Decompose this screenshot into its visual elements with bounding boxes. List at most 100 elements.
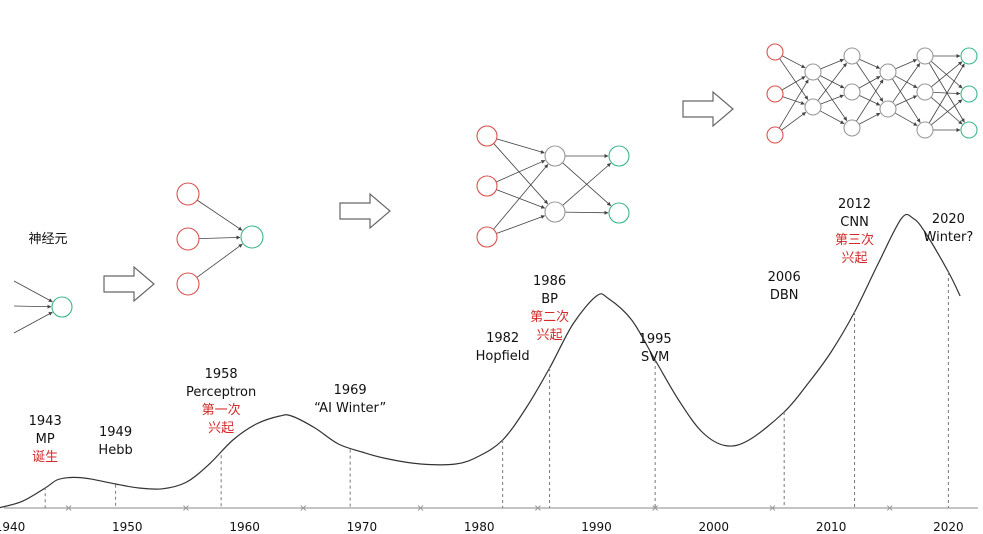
event-text: “AI Winter”: [314, 401, 387, 416]
event-text: 2020: [931, 212, 965, 227]
event-text: 1995: [638, 332, 672, 347]
deep-output-node: [960, 47, 978, 65]
connection-arrow: [894, 75, 918, 89]
connection-arrow: [858, 112, 881, 125]
deep-hidden-node: [879, 63, 897, 81]
event-text: 1969: [333, 383, 367, 398]
connection-arrow: [779, 58, 809, 100]
event-text: CNN: [840, 215, 869, 230]
x-tick-label-1950: 1950: [112, 520, 143, 534]
deep-hidden-node: [879, 100, 897, 118]
event-label-1986: 1986 BP 第二次 兴起: [530, 273, 569, 345]
deep-hidden-node: [916, 121, 934, 139]
event-highlight-text: 兴起: [208, 421, 235, 436]
event-label-1943: 1943 MP 诞生: [29, 413, 62, 467]
deep-output-node: [960, 85, 978, 103]
arrow-right-icon: [103, 265, 155, 303]
hidden-node: [544, 201, 566, 223]
x-minor-tick: [652, 505, 658, 511]
neuron-label: 神经元: [28, 232, 68, 247]
connection-arrow: [496, 189, 546, 209]
connection-arrow: [820, 58, 845, 70]
connection-arrow: [930, 96, 963, 125]
deep-input-node: [766, 126, 784, 144]
network-illustrations: [13, 43, 978, 334]
connection-arrow: [895, 95, 918, 107]
event-label-1958: 1958 Perceptron 第一次兴起: [186, 366, 256, 438]
connection-arrow: [859, 58, 881, 69]
x-tick-label-1940: 1940: [0, 520, 25, 534]
deep-hidden-node: [804, 63, 822, 81]
event-text: 1943: [28, 414, 62, 429]
x-minor-tick: [886, 505, 893, 511]
event-label-1995: 1995 SVM: [639, 331, 672, 367]
input-node: [476, 175, 498, 197]
output-node: [608, 202, 630, 224]
connection-arrow: [13, 280, 53, 303]
connection-arrow: [895, 59, 918, 70]
event-label-2006: 2006 DBN: [768, 269, 801, 305]
neuron-node: [51, 296, 73, 318]
x-minor-tick: [769, 505, 776, 511]
event-highlight-text: 诞生: [32, 450, 59, 465]
event-text: 1958: [204, 367, 238, 382]
connection-arrow: [892, 63, 921, 103]
output-node: [608, 145, 630, 167]
connection-arrow: [198, 235, 241, 240]
x-tick-label-2010: 2010: [816, 520, 847, 534]
hidden-node: [544, 145, 566, 167]
connection-arrow: [196, 243, 243, 278]
event-text: MP: [35, 432, 55, 447]
x-minor-tick: [417, 505, 424, 511]
x-tick-label-2000: 2000: [699, 520, 730, 534]
event-highlight-text: 第三次: [835, 233, 875, 248]
event-text: Hopfield: [475, 349, 530, 364]
input-node: [476, 226, 498, 248]
connection-arrow: [819, 110, 845, 125]
event-highlight-text: 第二次: [530, 310, 570, 325]
event-text: SVM: [640, 350, 670, 365]
arrow-right-icon: [339, 192, 391, 230]
connection-arrow: [820, 94, 844, 105]
connection-arrow: [930, 61, 963, 88]
connection-arrow: [781, 55, 806, 69]
connection-arrow: [858, 76, 881, 89]
event-label-1982: 1982 Hopfield: [476, 330, 530, 366]
deep-hidden-node: [804, 98, 822, 116]
x-minor-tick: [300, 505, 307, 511]
connection-arrow: [782, 96, 805, 105]
event-label-2012: 2012 CNN 第三次兴起: [835, 196, 874, 268]
event-text: 1986: [533, 274, 567, 289]
event-text: Winter?: [923, 230, 974, 245]
connection-arrow: [13, 311, 53, 334]
event-highlight-text: 兴起: [841, 251, 868, 266]
event-text: Perceptron: [186, 385, 257, 400]
deep-input-node: [766, 43, 784, 61]
event-label-2020: 2020 Winter?: [924, 211, 974, 247]
event-text: 1982: [486, 331, 520, 346]
deep-hidden-node: [916, 83, 934, 101]
perceptron-input-node: [176, 182, 200, 206]
event-highlight-text: 兴起: [536, 328, 563, 343]
deep-hidden-node: [843, 83, 861, 101]
x-tick-label-1960: 1960: [229, 520, 260, 534]
connection-arrow: [855, 79, 884, 122]
deep-input-node: [766, 85, 784, 103]
connection-arrow: [817, 62, 847, 101]
connection-arrow: [932, 91, 961, 96]
event-highlight-text: 第一次: [201, 403, 241, 418]
event-text: 2012: [837, 197, 872, 212]
x-axis: 1940 1950 1960 1970 1980 1990 2000 2010 2020: [0, 505, 978, 534]
event-drop-lines: [44, 272, 949, 508]
connection-arrow: [778, 79, 809, 129]
connection-arrow: [495, 160, 546, 183]
series-line-0: [0, 213, 961, 509]
deep-hidden-node: [843, 119, 861, 137]
connection-arrow: [496, 138, 545, 154]
connection-arrow: [496, 215, 546, 234]
connection-arrow: [564, 210, 609, 215]
event-text: 2006: [767, 270, 801, 285]
deep-hidden-node: [843, 47, 861, 65]
